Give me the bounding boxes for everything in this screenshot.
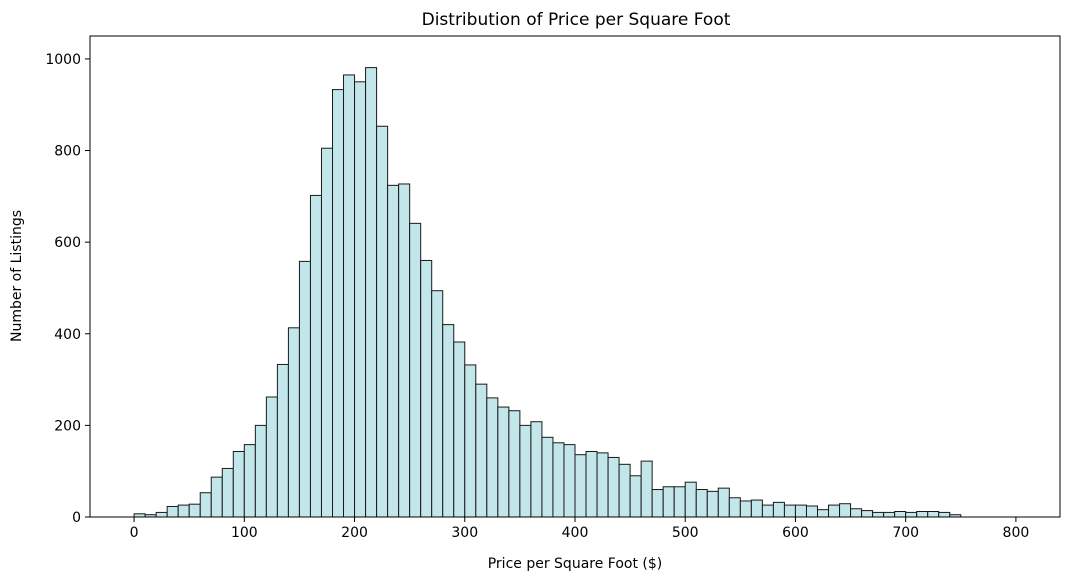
histogram-bar <box>232 450 245 518</box>
histogram-bar <box>673 486 686 518</box>
y-tick-label: 200 <box>54 418 81 434</box>
x-axis-ticks: 0 100 200 300 400 500 600 700 800 <box>130 517 1030 541</box>
histogram-bar <box>431 290 444 518</box>
histogram-bar <box>199 492 212 518</box>
histogram-bar <box>420 259 433 518</box>
histogram-bar <box>695 489 708 518</box>
x-tick-label: 400 <box>562 525 589 541</box>
histogram-bar <box>629 475 642 518</box>
histogram-bar <box>883 511 896 518</box>
x-axis-label: Price per Square Foot ($) <box>488 556 663 572</box>
histogram-bar <box>354 81 367 518</box>
histogram-bar <box>563 444 576 518</box>
histogram-bar <box>772 501 785 518</box>
histogram-bar <box>188 503 201 518</box>
histogram-bar <box>376 125 389 518</box>
x-tick-label: 100 <box>231 525 258 541</box>
histogram-bar <box>905 511 918 518</box>
histogram-bar <box>938 511 951 518</box>
histogram-bar <box>794 504 807 518</box>
y-axis-ticks: 0 200 400 600 800 1000 <box>45 52 90 526</box>
histogram-bar <box>839 503 852 518</box>
histogram-bar <box>265 396 278 518</box>
histogram-bar <box>486 397 499 518</box>
histogram-bar <box>497 406 510 518</box>
histogram-bar <box>320 147 333 518</box>
histogram-bar <box>177 504 190 518</box>
histogram-bar <box>155 511 168 518</box>
histogram-bar <box>805 505 819 518</box>
histogram-bar <box>453 341 466 518</box>
histogram-bar <box>398 183 411 518</box>
histogram-bar <box>662 486 675 518</box>
x-tick-label: 300 <box>451 525 478 541</box>
x-tick-label: 500 <box>672 525 699 541</box>
histogram-bar <box>596 452 609 518</box>
histogram-bar <box>783 504 796 518</box>
x-tick-label: 200 <box>341 525 368 541</box>
histogram-bar <box>210 476 223 518</box>
histogram-bar <box>309 194 322 518</box>
histogram-bar <box>640 460 653 518</box>
histogram-bar <box>651 489 664 518</box>
histogram-bar <box>552 442 565 518</box>
histogram-bar <box>618 463 631 518</box>
histogram-bar <box>574 454 587 518</box>
histogram-bar <box>607 456 620 518</box>
histogram-bar <box>916 511 929 518</box>
histogram-bar <box>872 511 885 518</box>
histogram-bar <box>706 490 719 518</box>
histogram-bar <box>332 89 345 518</box>
histogram-bar <box>276 363 289 518</box>
histogram-bar <box>343 74 356 518</box>
histogram-bar <box>894 511 907 518</box>
histogram-bar <box>717 487 730 518</box>
histogram-bar <box>927 511 940 518</box>
histogram-bar <box>761 504 774 518</box>
x-tick-label: 0 <box>130 525 139 541</box>
histogram-bar <box>541 436 554 518</box>
histogram-bar <box>387 184 400 518</box>
histogram-bar <box>861 510 874 518</box>
y-axis-label: Number of Listings <box>9 210 25 342</box>
histogram-bar <box>287 327 300 518</box>
histogram-bar <box>750 499 763 518</box>
x-tick-label: 700 <box>892 525 919 541</box>
histogram-bar <box>243 444 256 518</box>
histogram-bar <box>442 324 455 518</box>
x-tick-label: 800 <box>1003 525 1030 541</box>
histogram-bar <box>166 505 179 518</box>
histogram-bar <box>817 509 830 518</box>
chart-title: Distribution of Price per Square Foot <box>422 10 731 30</box>
histogram-bar <box>298 260 311 518</box>
histogram-bar <box>585 450 598 518</box>
y-tick-label: 600 <box>54 235 81 251</box>
y-tick-label: 400 <box>54 327 81 343</box>
y-tick-label: 1000 <box>45 52 81 68</box>
y-tick-label: 0 <box>72 510 81 526</box>
histogram-bar <box>728 497 741 518</box>
histogram-bar <box>739 500 752 518</box>
y-tick-label: 800 <box>54 144 81 160</box>
histogram-bar <box>850 508 863 518</box>
x-tick-label: 600 <box>782 525 809 541</box>
histogram-bar <box>684 481 697 518</box>
bars-group <box>133 67 962 518</box>
histogram-bar <box>475 383 488 518</box>
histogram-bar <box>530 421 543 518</box>
histogram-bar <box>365 67 378 518</box>
histogram-bar <box>464 364 477 518</box>
histogram-bar <box>828 504 841 518</box>
histogram-bar <box>519 424 532 518</box>
histogram-bar <box>254 424 267 518</box>
histogram-bar <box>409 222 422 518</box>
histogram-bar <box>221 467 234 518</box>
histogram-bar <box>508 410 521 518</box>
